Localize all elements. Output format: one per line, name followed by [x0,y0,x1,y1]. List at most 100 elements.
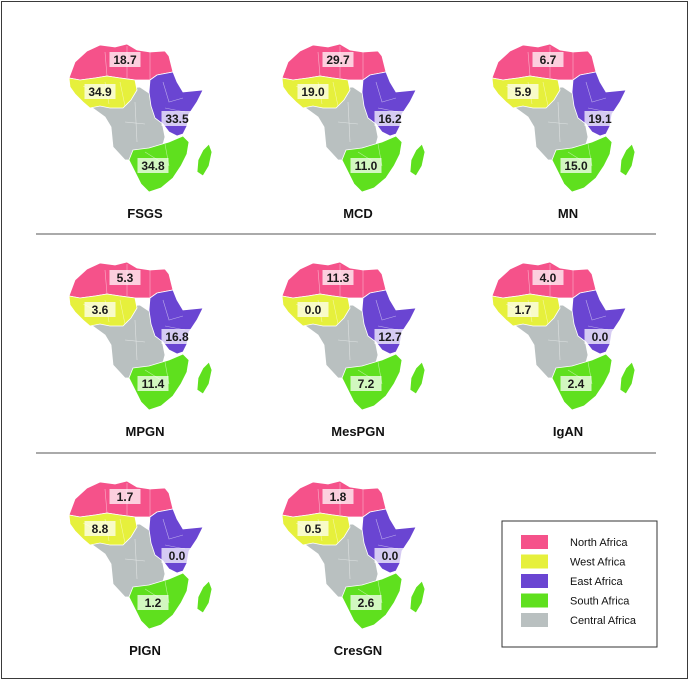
value-west: 8.8 [92,522,109,536]
legend: North Africa West Africa East Africa South … [501,520,658,648]
value-bg-east [161,548,193,563]
legend-label-west: West Africa [570,557,626,569]
value-south: 2.4 [568,377,585,391]
map-title: FSGS [127,206,163,221]
africa-map-mn: 6.7 5.9 19.1 15.0 MN [491,43,636,221]
value-bg-west [507,302,539,317]
value-east: 12.7 [378,330,402,344]
legend-label-south: South Africa [570,596,630,608]
value-bg-north [532,270,564,285]
legend-swatch-east [521,574,548,588]
value-bg-north [322,270,354,285]
value-north: 29.7 [326,53,350,67]
value-bg-north [109,489,141,504]
value-east: 0.0 [592,330,609,344]
region-madagascar [196,143,213,177]
value-south: 15.0 [564,159,588,173]
value-west: 1.7 [515,303,532,317]
value-bg-west [84,84,116,99]
value-bg-north [109,270,141,285]
legend-swatch-west [521,554,548,569]
value-bg-east [374,548,406,563]
value-west: 0.5 [305,522,322,536]
value-north: 4.0 [540,271,557,285]
legend-label-north: North Africa [570,537,628,549]
map-title: MPGN [126,424,165,439]
value-bg-south [560,158,592,173]
value-south: 11.4 [142,377,165,391]
value-bg-south [137,595,169,610]
value-west: 34.9 [88,85,112,99]
value-bg-north [322,489,354,504]
value-south: 7.2 [358,377,375,391]
value-bg-west [297,84,329,99]
legend-swatch-north [521,535,548,549]
value-bg-east [161,111,193,126]
map-title: MN [558,206,578,221]
value-west: 5.9 [515,85,532,99]
value-west: 0.0 [305,303,322,317]
region-madagascar [619,361,636,395]
value-east: 0.0 [382,549,399,563]
value-east: 16.8 [165,330,189,344]
region-madagascar [409,580,426,614]
value-bg-north [109,52,141,67]
africa-map-fsgs: 18.7 34.9 33.5 34.8 FSGS [68,43,213,221]
africa-map-mespgn: 11.3 0.0 12.7 7.2 MesPGN [281,261,426,439]
legend-label-east: East Africa [570,576,623,588]
value-south: 2.6 [358,596,375,610]
value-bg-south [137,158,169,173]
map-title: CresGN [334,643,382,658]
value-south: 1.2 [145,596,162,610]
value-bg-south [560,376,592,391]
legend-label-central: Central Africa [570,615,637,627]
region-madagascar [409,361,426,395]
value-north: 1.8 [330,490,347,504]
value-bg-west [507,84,539,99]
region-madagascar [619,143,636,177]
value-bg-south [350,595,382,610]
value-bg-south [137,376,169,391]
legend-swatch-central [521,613,548,627]
legend-swatch-south [521,593,548,608]
value-bg-east [374,111,406,126]
region-madagascar [196,361,213,395]
value-east: 0.0 [169,549,186,563]
value-north: 18.7 [113,53,137,67]
value-bg-north [532,52,564,67]
value-north: 5.3 [117,271,134,285]
value-bg-east [374,329,406,344]
africa-map-cresgn: 1.8 0.5 0.0 2.6 CresGN [281,480,426,658]
value-bg-south [350,158,382,173]
value-east: 16.2 [378,112,402,126]
value-west: 3.6 [92,303,109,317]
value-south: 34.8 [141,159,165,173]
map-title: IgAN [553,424,583,439]
value-bg-east [161,329,193,344]
value-bg-south [350,376,382,391]
value-east: 19.1 [588,112,612,126]
africa-map-mpgn: 5.3 3.6 16.8 11.4 MPGN [68,261,213,439]
value-bg-west [297,302,329,317]
value-north: 6.7 [540,53,557,67]
value-bg-north [322,52,354,67]
maps-layer: 18.7 34.9 33.5 34.8 FSGS 29.7 19.0 16.2 11.0 MCD 6… [68,43,636,658]
africa-map-igan: 4.0 1.7 0.0 2.4 IgAN [491,261,636,439]
value-bg-east [584,111,616,126]
value-north: 11.3 [327,271,350,285]
value-west: 19.0 [301,85,325,99]
value-south: 11.0 [355,159,378,173]
region-madagascar [409,143,426,177]
africa-map-pign: 1.7 8.8 0.0 1.2 PIGN [68,480,213,658]
map-title: MCD [343,206,373,221]
africa-map-mcd: 29.7 19.0 16.2 11.0 MCD [281,43,426,221]
map-title: PIGN [129,643,161,658]
region-madagascar [196,580,213,614]
map-title: MesPGN [331,424,384,439]
value-bg-west [297,521,329,536]
value-bg-west [84,521,116,536]
value-bg-west [84,302,116,317]
value-east: 33.5 [165,112,189,126]
